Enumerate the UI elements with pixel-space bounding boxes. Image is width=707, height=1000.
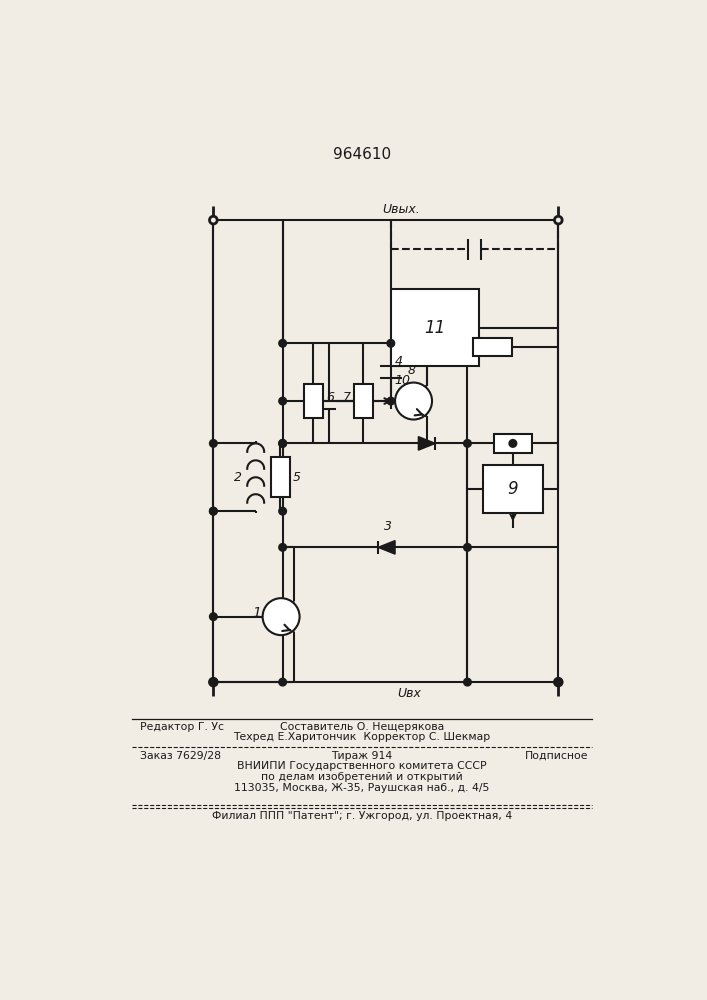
Text: 964610: 964610 [333,147,391,162]
Circle shape [279,398,286,405]
Text: Uвых.: Uвых. [382,203,420,216]
Circle shape [209,216,217,224]
Text: Тираж 914: Тираж 914 [332,751,392,761]
Text: Филиал ППП "Патент"; г. Ужгород, ул. Проектная, 4: Филиал ППП "Патент"; г. Ужгород, ул. Про… [212,811,512,821]
Circle shape [387,340,395,347]
Circle shape [210,440,217,447]
Text: Заказ 7629/28: Заказ 7629/28 [140,751,221,761]
Text: 10: 10 [394,374,410,387]
Text: Редактор Г. Ус: Редактор Г. Ус [140,722,224,732]
Circle shape [464,440,471,447]
Circle shape [210,679,217,686]
Circle shape [464,679,471,686]
Bar [354,384,373,418]
Circle shape [554,678,562,686]
Circle shape [279,544,286,551]
Circle shape [279,440,286,447]
Bar [271,457,290,497]
Polygon shape [378,541,395,554]
Circle shape [279,340,286,347]
Text: 1: 1 [252,606,261,620]
Text: Техред Е.Харитончик  Корректор С. Шекмар: Техред Е.Харитончик Корректор С. Шекмар [233,732,491,742]
Text: 6: 6 [326,391,334,404]
Text: Подписное: Подписное [525,751,588,761]
Text: 4: 4 [395,355,403,368]
Text: 9: 9 [508,480,518,498]
Text: 8: 8 [408,364,416,377]
Circle shape [262,598,300,635]
Text: Составитель О. Нещерякова: Составитель О. Нещерякова [280,722,444,732]
Circle shape [210,613,217,620]
Text: 3: 3 [384,520,392,533]
Text: 113035, Москва, Ж-35, Раушская наб., д. 4/5: 113035, Москва, Ж-35, Раушская наб., д. … [234,783,490,793]
Circle shape [395,383,432,420]
Text: 2: 2 [234,471,242,484]
Text: 5: 5 [293,471,300,484]
Circle shape [210,508,217,515]
Text: Uвх: Uвх [397,687,421,700]
Text: 7: 7 [343,391,351,404]
Circle shape [387,398,395,405]
Circle shape [210,508,217,515]
Circle shape [510,440,516,447]
Bar [483,465,543,513]
Bar [493,434,532,453]
Circle shape [279,679,286,686]
Text: ВНИИПИ Государственного комитета СССР: ВНИИПИ Государственного комитета СССР [237,761,486,771]
Polygon shape [419,437,436,450]
Bar [391,289,479,366]
Circle shape [554,216,562,224]
Bar [304,384,322,418]
Bar [473,338,512,356]
Text: 11: 11 [424,319,445,337]
Circle shape [279,440,286,447]
Circle shape [209,678,217,686]
Circle shape [464,544,471,551]
Circle shape [279,508,286,515]
Circle shape [555,679,562,686]
Text: по делам изобретений и открытий: по делам изобретений и открытий [261,772,463,782]
